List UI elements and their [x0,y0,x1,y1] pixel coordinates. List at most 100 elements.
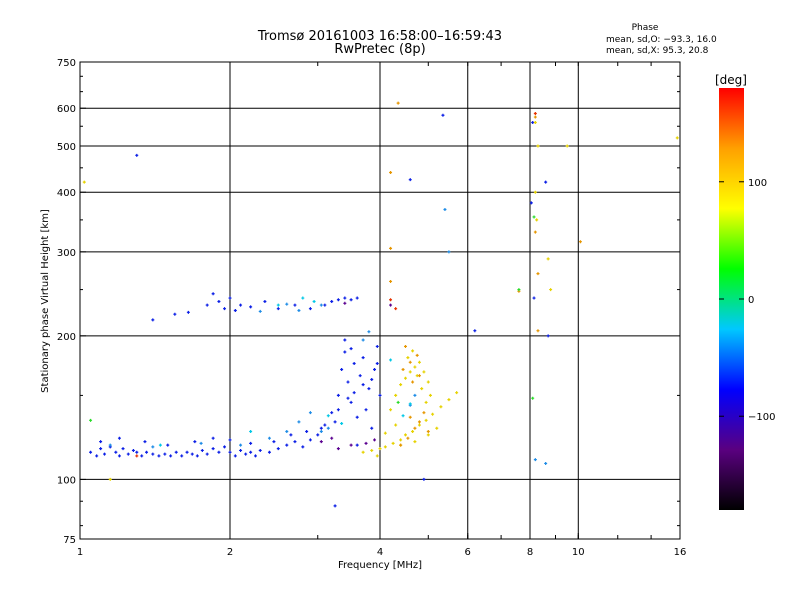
data-point [233,308,237,312]
data-point [121,447,125,451]
data-point [239,303,243,307]
data-point [578,240,582,244]
data-point [396,101,400,105]
data-point [403,344,407,348]
grid-lines [80,62,680,539]
data-point [249,441,253,445]
y-tick-label: 400 [57,188,76,199]
data-point [195,454,199,458]
data-point [413,365,417,369]
y-tick-label: 100 [57,475,76,486]
data-point [399,438,403,442]
data-point [151,318,155,322]
data-point [361,356,365,360]
data-point [135,450,139,454]
data-point [180,454,184,458]
data-point [549,288,553,292]
data-point [394,393,398,397]
phase-stats-heading: Phase [632,23,659,33]
data-point [336,408,340,412]
x-tick-label: 2 [227,547,233,558]
data-point [228,450,232,454]
x-tick-label: 8 [527,547,533,558]
data-point [358,374,362,378]
data-point [415,353,419,357]
data-point [431,412,435,416]
chart-title: Tromsø 20161003 16:58:00–16:59:43 [257,29,502,44]
data-point [217,300,221,304]
data-point [389,170,393,174]
data-point [424,418,428,422]
data-point [343,350,347,354]
data-point [326,426,330,430]
data-point [399,383,403,387]
data-point [531,121,535,125]
data-point [532,296,536,300]
data-point [435,426,439,430]
data-point [297,308,301,312]
data-point [439,405,443,409]
data-point [336,447,340,451]
data-point [536,144,540,148]
data-point [401,414,405,418]
data-point [408,178,412,182]
data-point [205,452,209,456]
data-point [173,312,177,316]
data-point [375,454,379,458]
data-point [108,443,112,447]
data-point [249,430,253,434]
data-point [308,411,312,415]
data-point [211,292,215,296]
data-point [289,433,293,437]
colorbar-tick-label: −100 [748,412,775,423]
data-point [249,305,253,309]
data-point [228,296,232,300]
data-point [533,230,537,234]
y-axis-label: Stationary phase Virtual Height [km] [40,209,51,393]
data-point [117,436,121,440]
colorbar-tick-label: 100 [748,178,767,189]
data-point [276,303,280,307]
data-point [389,246,393,250]
data-point [411,430,415,434]
data-point [239,443,243,447]
chart-subtitle: RwPretec (8p) [334,42,425,57]
data-point [343,338,347,342]
data-point [406,356,410,360]
data-point [403,376,407,380]
data-point [361,338,365,342]
data-point [536,329,540,333]
data-point [413,426,417,430]
data-point [117,454,121,458]
data-point [272,440,276,444]
data-point [378,393,382,397]
data-point [190,452,194,456]
y-tick-label: 300 [57,248,76,259]
data-point [319,303,323,307]
data-point [370,426,374,430]
data-point [285,443,289,447]
data-point [89,450,93,454]
data-point [249,450,253,454]
data-point [151,445,155,449]
data-point [308,307,312,311]
data-point [305,430,309,434]
data-point [394,307,398,311]
data-point [411,380,415,384]
colorbar-tick-label: 0 [748,295,754,306]
data-point [417,423,421,427]
data-point [135,454,139,458]
data-point [535,218,539,222]
data-point [389,303,393,307]
data-point [367,387,371,391]
data-point [565,144,569,148]
data-point [349,298,353,302]
data-point [200,448,204,452]
data-point [267,436,271,440]
data-point [389,408,393,412]
data-point [336,298,340,302]
data-point [316,433,320,437]
data-point [114,450,118,454]
data-point [166,443,170,447]
